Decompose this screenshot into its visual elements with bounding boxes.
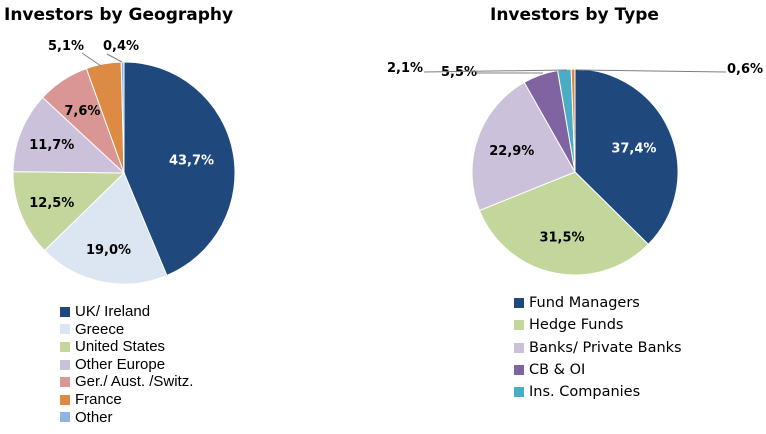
type-data-label: 31,5% bbox=[539, 231, 584, 246]
geography-legend: UK/ Ireland Greece United States Other Euro… bbox=[60, 303, 193, 426]
geo-legend-item-other: Other bbox=[60, 409, 193, 427]
legend-swatch bbox=[60, 412, 70, 423]
type-data-label: 22,9% bbox=[489, 144, 534, 159]
legend-label: Ger./ Aust. /Switz. bbox=[75, 373, 194, 391]
geo-data-label: 12,5% bbox=[29, 196, 74, 211]
legend-label: CB & OI bbox=[529, 361, 586, 378]
type-slice-unlabeled bbox=[570, 68, 576, 173]
legend-label: France bbox=[75, 390, 122, 408]
legend-label: Other Europe bbox=[75, 355, 166, 373]
type-data-label: 2,1% bbox=[387, 61, 423, 76]
type-legend: Fund Managers Hedge Funds Banks/ Private B… bbox=[514, 292, 682, 403]
legend-label: Other bbox=[75, 408, 113, 426]
legend-label: Fund Managers bbox=[529, 295, 640, 311]
legend-label: Greece bbox=[75, 320, 125, 338]
type-data-label: 5,5% bbox=[441, 65, 477, 80]
geo-legend-item-uk-ireland: UK/ Ireland bbox=[60, 303, 193, 321]
type-legend-item-hedge-funds: Hedge Funds bbox=[514, 314, 682, 336]
geo-data-label: 11,7% bbox=[29, 138, 74, 153]
legend-swatch bbox=[60, 341, 70, 352]
geo-slice-greece bbox=[43, 172, 168, 285]
type-slice-fund-managers bbox=[574, 68, 679, 246]
geo-leader-line bbox=[81, 52, 102, 67]
legend-swatch bbox=[514, 365, 524, 376]
legend-swatch bbox=[60, 394, 70, 405]
type-leader-line bbox=[577, 69, 727, 73]
legend-swatch bbox=[514, 320, 524, 331]
type-legend-item-banks-private-banks: Banks/ Private Banks bbox=[514, 337, 682, 359]
type-legend-item-ins-companies: Ins. Companies bbox=[514, 381, 682, 403]
geo-data-label: 7,6% bbox=[64, 104, 100, 119]
geo-data-label: 5,1% bbox=[48, 39, 84, 54]
type-data-label: 37,4% bbox=[611, 141, 656, 156]
type-legend-item-cb-oi: CB & OI bbox=[514, 359, 682, 381]
legend-label: UK/ Ireland bbox=[75, 303, 151, 320]
geography-chart-title: Investors by Geography bbox=[4, 5, 234, 25]
type-chart-title: Investors by Type bbox=[490, 5, 659, 25]
geo-slice-united-states bbox=[12, 171, 126, 252]
geo-slice-uk-ireland bbox=[123, 61, 236, 277]
type-data-label: 0,6% bbox=[727, 62, 763, 77]
legend-label: United States bbox=[75, 338, 166, 356]
type-slice-hedge-funds bbox=[478, 171, 649, 276]
legend-label: Ins. Companies bbox=[529, 384, 641, 401]
geo-data-label: 43,7% bbox=[169, 154, 214, 169]
geo-legend-item-united-states: United States bbox=[60, 338, 193, 356]
geo-legend-item-ger-aust-switz: Ger./ Aust. /Switz. bbox=[60, 373, 193, 391]
geo-leader-line bbox=[106, 53, 123, 63]
legend-swatch bbox=[60, 377, 70, 388]
legend-label: Banks/ Private Banks bbox=[529, 339, 682, 356]
legend-swatch bbox=[514, 387, 524, 398]
legend-label: Hedge Funds bbox=[529, 317, 624, 334]
geo-data-label: 0,4% bbox=[103, 39, 139, 54]
geo-slice-other-europe bbox=[12, 96, 126, 174]
geo-legend-item-other-europe: Other Europe bbox=[60, 356, 193, 374]
legend-swatch bbox=[514, 298, 524, 309]
legend-swatch bbox=[514, 342, 524, 353]
type-slice-banks-private-banks bbox=[471, 81, 576, 212]
type-legend-item-fund-managers: Fund Managers bbox=[514, 292, 682, 314]
type-leader-line bbox=[423, 69, 568, 73]
legend-swatch bbox=[60, 324, 70, 335]
geo-data-label: 19,0% bbox=[86, 243, 131, 258]
geo-legend-item-france: France bbox=[60, 391, 193, 409]
geo-legend-item-greece: Greece bbox=[60, 321, 193, 339]
legend-swatch bbox=[60, 306, 70, 317]
legend-swatch bbox=[60, 359, 70, 370]
